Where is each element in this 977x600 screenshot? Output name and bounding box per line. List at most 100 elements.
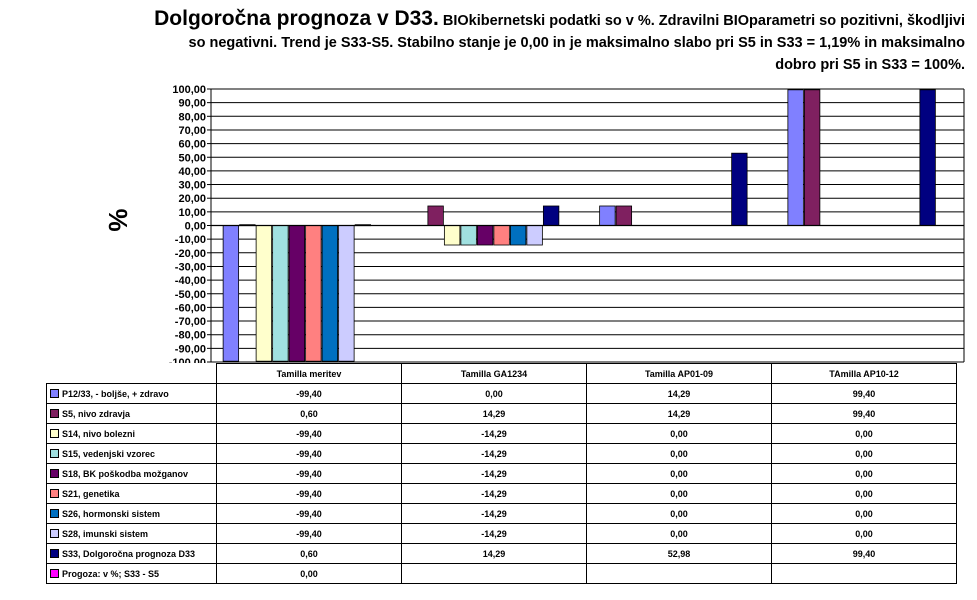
y-tick-label: 60,00 xyxy=(178,139,206,151)
series-label: S15, vedenjski vzorec xyxy=(46,443,217,464)
data-cell: 0,00 xyxy=(771,423,957,444)
data-cell xyxy=(401,563,587,584)
data-cell xyxy=(771,563,957,584)
legend-swatch xyxy=(50,448,59,458)
data-cell: -99,40 xyxy=(216,463,402,484)
legend-swatch xyxy=(50,508,59,518)
series-name: S21, genetika xyxy=(62,488,120,499)
series-label: S18, BK poškodba možganov xyxy=(46,463,217,484)
bar xyxy=(272,225,289,362)
category-label: Tamilla GA1234 xyxy=(401,363,587,384)
bar xyxy=(305,225,322,362)
data-cell: 14,29 xyxy=(401,403,587,424)
bar xyxy=(615,205,633,226)
data-cell: 0,00 xyxy=(216,563,402,584)
data-cell xyxy=(586,563,772,584)
bar xyxy=(476,225,494,246)
data-cell: 52,98 xyxy=(586,543,772,564)
y-tick-label: 90,00 xyxy=(178,98,206,110)
series-name: S18, BK poškodba možganov xyxy=(62,468,189,479)
category-label: TAmilla AP10-12 xyxy=(771,363,957,384)
y-tick-label: 100,00 xyxy=(172,84,206,96)
series-label: S33, Dolgoročna prognoza D33 xyxy=(46,543,217,564)
y-tick-label: -30,00 xyxy=(175,261,206,273)
data-cell: 0,00 xyxy=(586,443,772,464)
data-cell: 0,60 xyxy=(216,403,402,424)
table-row: S18, BK poškodba možganov -99,40 -14,29 0,0… xyxy=(46,463,957,484)
data-cell: -99,40 xyxy=(216,383,402,404)
series-label: P12/33, - boljše, + zdravo xyxy=(46,383,217,404)
data-cell: 0,00 xyxy=(771,483,957,504)
legend-swatch xyxy=(50,488,59,498)
data-cell: -14,29 xyxy=(401,503,587,524)
data-cell: 0,60 xyxy=(216,543,402,564)
series-label: S14, nivo bolezni xyxy=(46,423,217,444)
series-label: S28, imunski sistem xyxy=(46,523,217,544)
data-cell: 99,40 xyxy=(771,543,957,564)
legend-swatch xyxy=(50,428,59,438)
table-row: S14, nivo bolezni -99,40 -14,29 0,00 0,00 xyxy=(46,423,957,444)
series-name: S26, hormonski sistem xyxy=(62,508,161,519)
bar xyxy=(222,225,240,362)
data-cell: -14,29 xyxy=(401,463,587,484)
data-cell: 0,00 xyxy=(586,463,772,484)
series-name: S14, nivo bolezni xyxy=(62,428,136,439)
data-cell: -99,40 xyxy=(216,523,402,544)
legend-swatch xyxy=(50,548,59,558)
bar xyxy=(526,225,543,246)
series-name: S33, Dolgoročna prognoza D33 xyxy=(62,548,196,559)
table-corner xyxy=(46,363,217,384)
y-tick-label: 20,00 xyxy=(178,193,206,205)
data-cell: 14,29 xyxy=(401,543,587,564)
data-cell: 0,00 xyxy=(771,503,957,524)
legend-swatch xyxy=(50,468,59,478)
bar xyxy=(803,89,821,226)
bar xyxy=(731,152,748,226)
bar xyxy=(787,89,804,226)
y-tick-label: -70,00 xyxy=(175,316,206,328)
data-cell: 99,40 xyxy=(771,403,957,424)
bar xyxy=(288,225,306,362)
data-cell: 0,00 xyxy=(771,443,957,464)
bar xyxy=(493,225,510,246)
y-tick-label: 10,00 xyxy=(178,207,206,219)
table-row: S33, Dolgoročna prognoza D33 0,60 14,29 52,… xyxy=(46,543,957,564)
bar xyxy=(321,225,339,362)
data-cell: 0,00 xyxy=(586,523,772,544)
table-row: S5, nivo zdravja 0,60 14,29 14,29 99,40 xyxy=(46,403,957,424)
data-cell: 14,29 xyxy=(586,403,772,424)
legend-swatch xyxy=(50,408,59,418)
data-cell: 99,40 xyxy=(771,383,957,404)
table-row: S26, hormonski sistem -99,40 -14,29 0,00 0,0… xyxy=(46,503,957,524)
bar xyxy=(542,205,560,226)
y-tick-label: -10,00 xyxy=(175,234,206,246)
bar xyxy=(443,225,461,246)
data-cell: 0,00 xyxy=(586,483,772,504)
data-cell: -99,40 xyxy=(216,423,402,444)
category-label: Tamilla AP01-09 xyxy=(586,363,772,384)
y-tick-label: -50,00 xyxy=(175,289,206,301)
y-tick-label: -80,00 xyxy=(175,330,206,342)
y-tick-label: 80,00 xyxy=(178,111,206,123)
table-row: P12/33, - boljše, + zdravo -99,40 0,00 14,2… xyxy=(46,383,957,404)
series-name: S28, imunski sistem xyxy=(62,528,149,539)
chart-title-description: BIOkibernetski podatki so v %. Zdravilni… xyxy=(188,13,965,73)
data-cell: 0,00 xyxy=(771,523,957,544)
y-tick-label: 40,00 xyxy=(178,166,206,178)
data-cell: -99,40 xyxy=(216,503,402,524)
category-label: Tamilla meritev xyxy=(216,363,402,384)
series-name: Progoza: v %; S33 - S5 xyxy=(62,568,160,579)
table-row: S15, vedenjski vzorec -99,40 -14,29 0,00 0,0… xyxy=(46,443,957,464)
data-cell: 0,00 xyxy=(586,423,772,444)
data-cell: 0,00 xyxy=(401,383,587,404)
series-label: S26, hormonski sistem xyxy=(46,503,217,524)
data-cell: -14,29 xyxy=(401,443,587,464)
y-tick-label: 50,00 xyxy=(178,152,206,164)
bar xyxy=(338,225,355,362)
bar xyxy=(599,205,616,226)
series-name: S15, vedenjski vzorec xyxy=(62,448,156,459)
series-name: S5, nivo zdravja xyxy=(62,408,131,419)
table-row: S28, imunski sistem -99,40 -14,29 0,00 0,00 xyxy=(46,523,957,544)
data-cell: 14,29 xyxy=(586,383,772,404)
data-cell: -14,29 xyxy=(401,423,587,444)
